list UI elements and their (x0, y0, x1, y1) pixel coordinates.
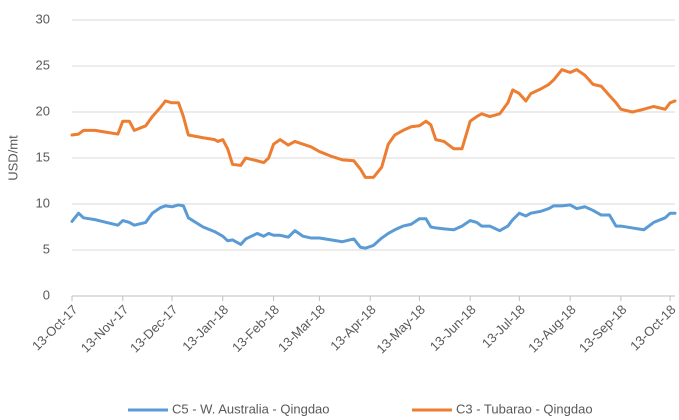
x-tick-label: 13-Dec-17 (127, 302, 181, 356)
y-tick-label: 25 (36, 57, 50, 72)
x-tick-label: 13-May-18 (373, 302, 428, 357)
legend-label: C3 - Tubarao - Qingdao (456, 401, 593, 416)
x-tick-label: 13-Jan-18 (179, 302, 231, 354)
y-tick-label: 30 (36, 11, 50, 26)
x-tick-label: 13-Nov-17 (78, 302, 132, 356)
x-tick-label: 13-Jun-18 (427, 302, 479, 354)
series-line (70, 203, 677, 250)
y-tick-label: 15 (36, 149, 50, 164)
x-tick-label: 13-Aug-18 (525, 302, 579, 356)
legend: C5 - W. Australia - Qingdao C3 - Tubarao… (128, 401, 593, 416)
y-tick-label: 20 (36, 103, 50, 118)
x-tick-label: 13-Feb-18 (229, 302, 282, 355)
x-tick-label: 13-Jul-18 (479, 302, 528, 351)
y-tick-label: 10 (36, 195, 50, 210)
x-tick-label: 13-Mar-18 (275, 302, 328, 355)
x-tick-label: 13-Oct-18 (627, 302, 678, 353)
x-tick-label: 13-Oct-17 (29, 302, 80, 353)
x-tick-label: 13-Apr-18 (327, 302, 378, 353)
y-axis-label: USD/mt (5, 135, 20, 181)
y-tick-label: 0 (43, 287, 50, 302)
legend-label: C5 - W. Australia - Qingdao (172, 401, 330, 416)
series-line (70, 68, 677, 179)
y-tick-label: 5 (43, 241, 50, 256)
x-tick-label: 13-Sep-18 (576, 302, 630, 356)
